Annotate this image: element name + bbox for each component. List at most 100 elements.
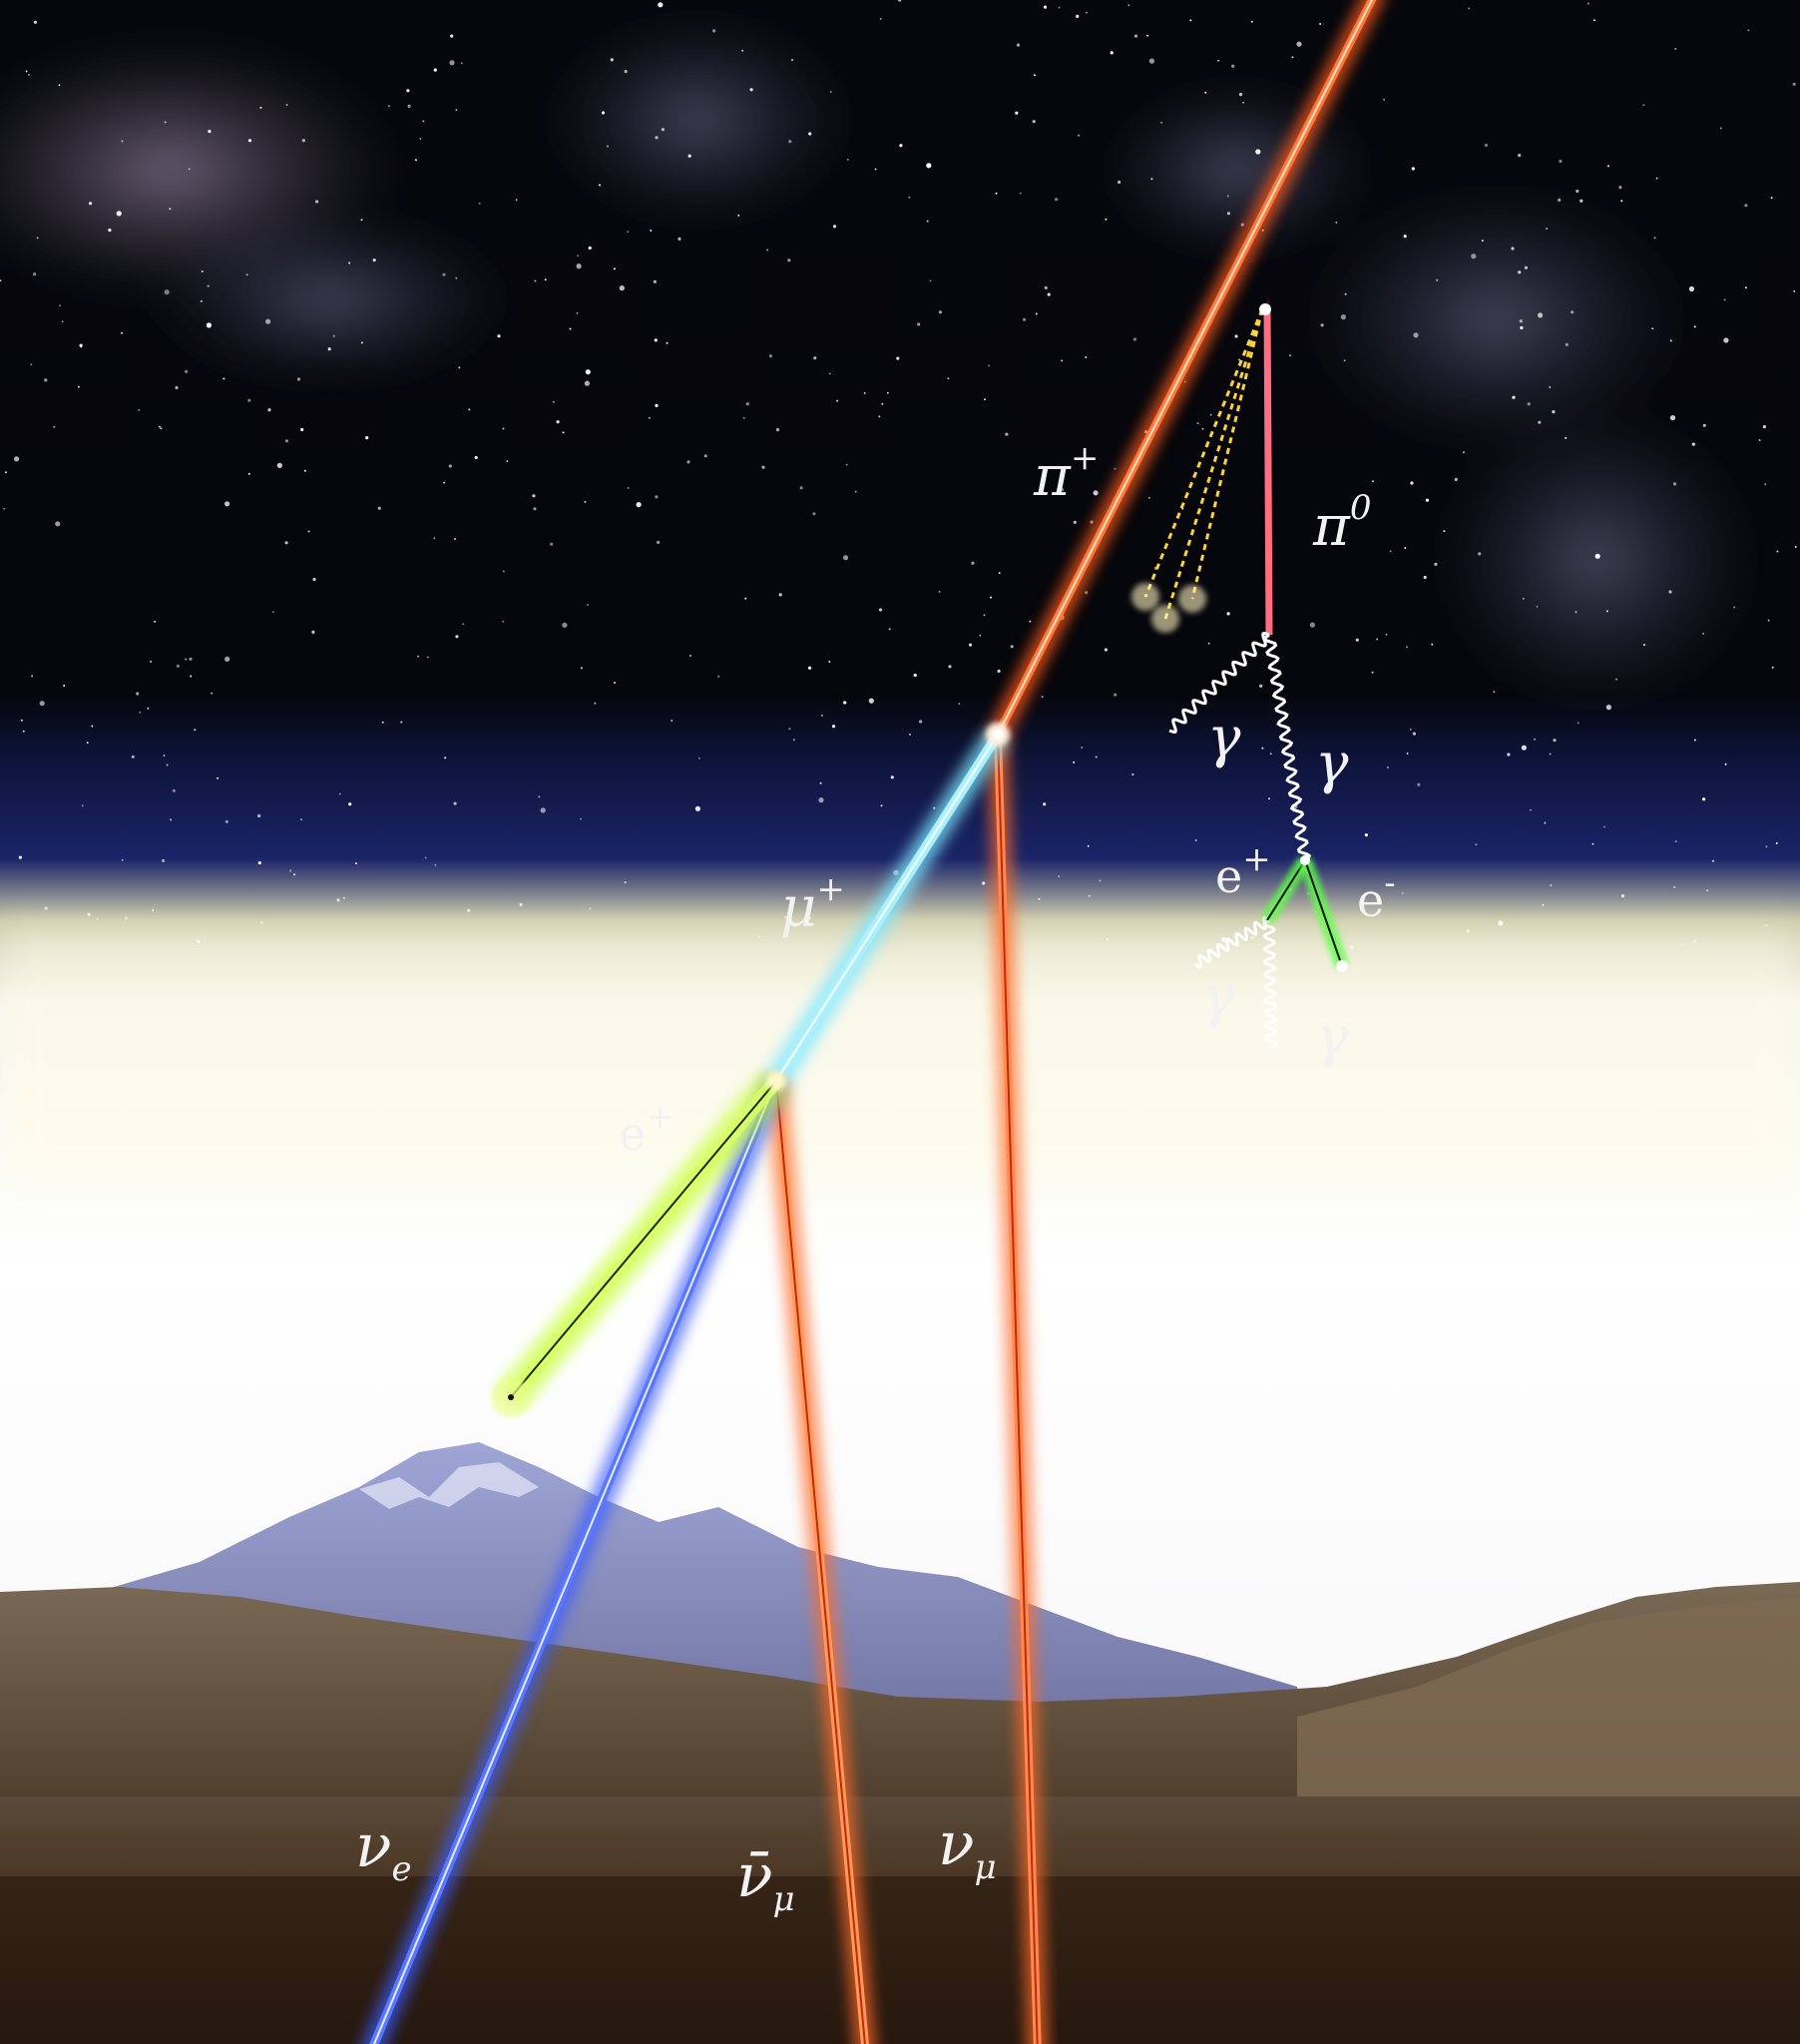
- star: [846, 158, 849, 161]
- star: [455, 635, 459, 639]
- star: [1127, 4, 1130, 7]
- star: [22, 730, 25, 733]
- star: [163, 755, 166, 758]
- star: [53, 425, 56, 428]
- star: [360, 341, 363, 344]
- star: [1603, 825, 1606, 828]
- label-nu-mu: νμ: [938, 1809, 997, 1887]
- star: [207, 284, 210, 287]
- star: [1296, 41, 1302, 47]
- star: [1242, 101, 1245, 104]
- star: [1436, 278, 1439, 281]
- star: [1770, 197, 1773, 200]
- star: [1793, 289, 1796, 292]
- star: [1758, 439, 1761, 441]
- star: [1524, 265, 1528, 269]
- star: [170, 818, 173, 821]
- star: [1558, 198, 1562, 202]
- star: [63, 685, 66, 687]
- star: [845, 463, 848, 466]
- star: [502, 570, 505, 573]
- star: [768, 354, 773, 358]
- star: [1015, 111, 1019, 115]
- star: [152, 909, 155, 911]
- star: [1668, 590, 1672, 594]
- star: [995, 192, 998, 195]
- star: [189, 657, 193, 661]
- label-mu-plus: μ+: [780, 869, 845, 940]
- star: [742, 416, 745, 419]
- star: [648, 416, 651, 419]
- star: [828, 661, 831, 663]
- star: [1090, 520, 1094, 524]
- star: [33, 272, 37, 276]
- star: [1651, 327, 1654, 330]
- star: [712, 29, 716, 33]
- star: [162, 858, 166, 863]
- star: [327, 347, 331, 351]
- star: [1226, 612, 1230, 616]
- star: [1475, 843, 1478, 846]
- star: [433, 537, 436, 540]
- star: [1019, 192, 1022, 195]
- star: [80, 345, 83, 348]
- star: [917, 322, 921, 326]
- star: [1196, 422, 1199, 425]
- star: [1088, 894, 1091, 897]
- star: [874, 168, 877, 171]
- star: [1744, 286, 1747, 289]
- star: [569, 327, 572, 330]
- star: [1511, 247, 1515, 251]
- star: [55, 521, 61, 527]
- star: [1615, 678, 1617, 681]
- star: [1481, 240, 1484, 243]
- star: [919, 720, 923, 724]
- star: [131, 755, 135, 759]
- star: [1146, 34, 1149, 37]
- star: [225, 819, 228, 823]
- star: [1733, 606, 1736, 609]
- star: [176, 664, 180, 668]
- star: [289, 869, 292, 872]
- star: [448, 464, 452, 468]
- star: [121, 858, 124, 861]
- star: [414, 159, 417, 162]
- star: [1642, 644, 1645, 647]
- star: [200, 299, 203, 302]
- star: [458, 366, 461, 369]
- star: [908, 196, 911, 199]
- star: [1250, 20, 1253, 23]
- star: [265, 318, 271, 324]
- star: [878, 415, 881, 418]
- positron-track: [491, 1070, 790, 1417]
- star: [1364, 833, 1368, 837]
- star: [211, 692, 214, 695]
- star: [259, 106, 262, 109]
- star: [1401, 892, 1404, 894]
- label-pi-plus: π+: [1033, 438, 1099, 509]
- star: [607, 145, 609, 148]
- star: [150, 660, 153, 663]
- star: [1618, 186, 1622, 190]
- star: [1209, 413, 1212, 416]
- star: [749, 88, 753, 92]
- star: [160, 427, 163, 430]
- star: [1702, 632, 1705, 635]
- star: [1674, 840, 1677, 843]
- star: [20, 719, 23, 722]
- photon-tracks: [1168, 631, 1312, 1050]
- star: [655, 403, 659, 407]
- star: [381, 721, 384, 724]
- star: [1702, 423, 1706, 427]
- star: [1291, 56, 1294, 59]
- label-e-minus-pair: e-: [1357, 863, 1396, 927]
- star: [1340, 314, 1346, 320]
- star: [18, 855, 22, 859]
- star: [1591, 842, 1594, 845]
- star: [1409, 728, 1412, 731]
- star: [1478, 552, 1482, 556]
- star: [257, 813, 261, 818]
- star: [984, 398, 986, 401]
- star: [91, 725, 94, 728]
- star: [1029, 620, 1032, 623]
